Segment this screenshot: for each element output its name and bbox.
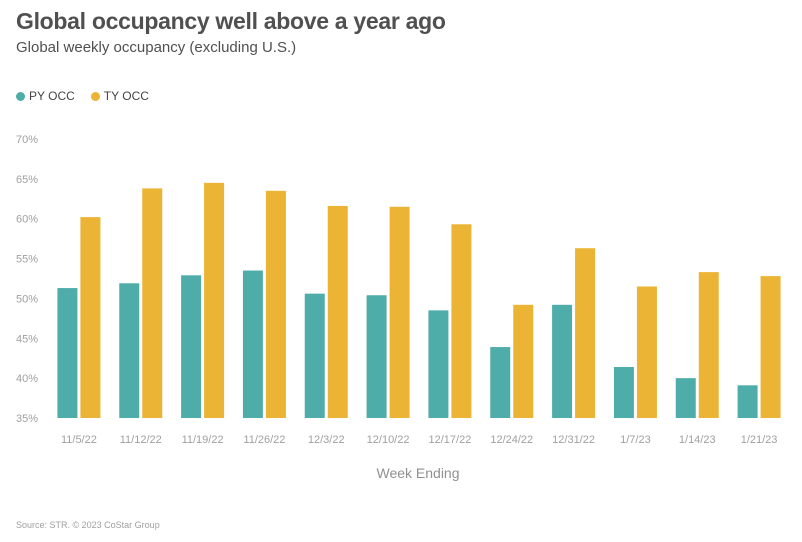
- bar-ty-occ[interactable]: [760, 276, 781, 418]
- y-tick-label: 35%: [16, 413, 38, 425]
- bar-py-occ[interactable]: [304, 293, 325, 418]
- y-tick-label: 55%: [16, 254, 38, 266]
- chart-subtitle: Global weekly occupancy (excluding U.S.): [16, 39, 297, 56]
- y-tick-label: 70%: [16, 134, 38, 146]
- bar-py-occ[interactable]: [428, 310, 449, 418]
- legend-swatch-py: [16, 91, 25, 101]
- bar-ty-occ[interactable]: [451, 224, 472, 418]
- bar-py-occ[interactable]: [737, 385, 758, 418]
- x-tick-label: 12/17/22: [429, 434, 472, 446]
- bar-ty-occ[interactable]: [327, 205, 348, 418]
- x-tick-label: 12/31/22: [552, 434, 595, 446]
- bar-ty-occ[interactable]: [142, 188, 163, 418]
- x-tick-label: 1/14/23: [679, 434, 716, 446]
- bar-py-occ[interactable]: [119, 283, 140, 418]
- bar-py-occ[interactable]: [675, 378, 696, 418]
- y-tick-label: 45%: [16, 333, 38, 345]
- x-tick-label: 11/5/22: [61, 434, 97, 446]
- bar-ty-occ[interactable]: [698, 272, 719, 418]
- x-tick-label: 11/12/22: [120, 434, 162, 446]
- bar-py-occ[interactable]: [366, 295, 387, 418]
- source-note: Source: STR. © 2023 CoStar Group: [16, 520, 160, 530]
- bar-py-occ[interactable]: [242, 270, 263, 418]
- x-tick-label: 12/24/22: [490, 434, 533, 446]
- y-tick-label: 65%: [16, 174, 38, 186]
- x-tick-label: 12/3/22: [308, 434, 345, 446]
- x-tick-label: 12/10/22: [367, 434, 410, 446]
- legend-item-py[interactable]: PY OCC: [16, 89, 75, 103]
- y-axis: 35% 40% 45% 50% 55% 60% 65% 70%: [16, 134, 38, 425]
- legend-label-ty: TY OCC: [103, 89, 149, 103]
- bar-py-occ[interactable]: [57, 288, 78, 418]
- bar-ty-occ[interactable]: [389, 206, 410, 418]
- bar-ty-occ[interactable]: [513, 304, 534, 418]
- chart-legend: PY OCC TY OCC: [16, 89, 149, 103]
- x-tick-label: 1/7/23: [620, 434, 651, 446]
- bar-ty-occ[interactable]: [204, 182, 225, 418]
- y-tick-label: 60%: [16, 214, 38, 226]
- legend-label-py: PY OCC: [29, 89, 75, 103]
- legend-swatch-ty: [90, 91, 100, 101]
- x-tick-label: 11/19/22: [182, 434, 224, 446]
- bar-ty-occ[interactable]: [636, 286, 657, 418]
- bar-py-occ[interactable]: [613, 366, 634, 418]
- bar-ty-occ[interactable]: [80, 217, 101, 418]
- chart-title: Global occupancy well above a year ago: [16, 8, 446, 34]
- y-tick-label: 50%: [16, 293, 38, 305]
- bar-py-occ[interactable]: [490, 347, 511, 418]
- x-tick-label: 1/21/23: [741, 434, 778, 446]
- bar-py-occ[interactable]: [552, 304, 573, 418]
- bars: [57, 182, 781, 418]
- y-tick-label: 40%: [16, 373, 38, 385]
- legend-item-ty[interactable]: TY OCC: [90, 89, 149, 103]
- x-tick-label: 11/26/22: [243, 434, 285, 446]
- x-axis-label: Week Ending: [376, 465, 459, 481]
- bar-py-occ[interactable]: [181, 275, 202, 418]
- bar-ty-occ[interactable]: [265, 190, 286, 418]
- x-axis: 11/5/22 11/12/22 11/19/22 11/26/22 12/3/22 12…: [61, 434, 777, 446]
- bar-ty-occ[interactable]: [575, 248, 596, 418]
